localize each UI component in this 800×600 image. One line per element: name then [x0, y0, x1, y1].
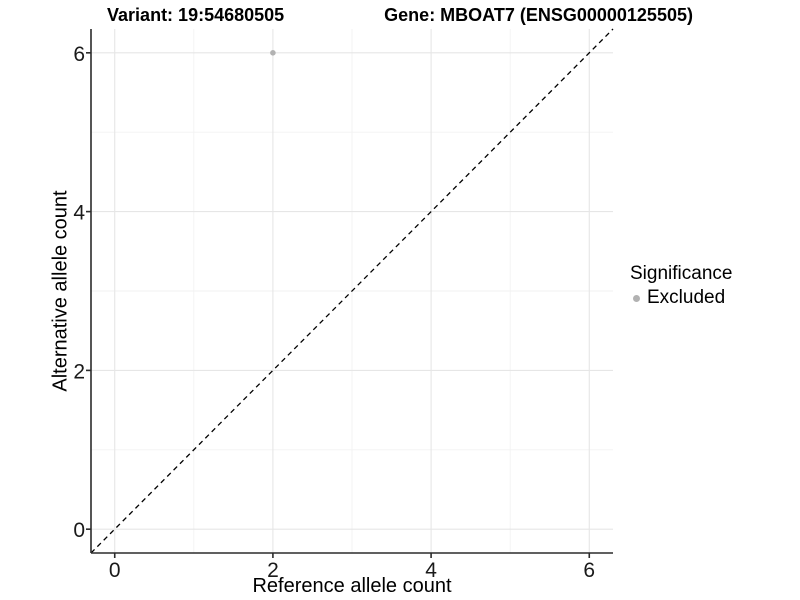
- y-axis-title: Alternative allele count: [49, 190, 72, 392]
- y-tick-label: 0: [73, 519, 85, 542]
- legend-key-dot-icon: [633, 294, 640, 302]
- x-tick-label: 6: [583, 559, 595, 582]
- x-tick-label: 4: [425, 559, 437, 582]
- plot-title: Variant: 19:54680505 Gene: MBOAT7 (ENSG0…: [0, 4, 800, 26]
- x-tick-label: 2: [267, 559, 279, 582]
- data-point: [270, 50, 276, 56]
- y-tick-label: 2: [73, 360, 85, 383]
- plot-title-gene: Gene: MBOAT7 (ENSG00000125505): [384, 5, 693, 25]
- legend-items: Excluded: [628, 287, 732, 309]
- plot-title-variant: Variant: 19:54680505: [107, 5, 285, 25]
- legend-item: Excluded: [628, 287, 732, 309]
- x-tick-label: 0: [109, 559, 121, 582]
- x-axis-title: Reference allele count: [252, 575, 452, 597]
- legend: Significance Excluded: [628, 263, 732, 309]
- y-tick-label: 6: [73, 43, 85, 66]
- legend-item-label: Excluded: [647, 287, 726, 308]
- y-tick-label: 4: [73, 202, 85, 225]
- legend-title: Significance: [630, 263, 733, 284]
- identity-dashed-line: [90, 28, 614, 554]
